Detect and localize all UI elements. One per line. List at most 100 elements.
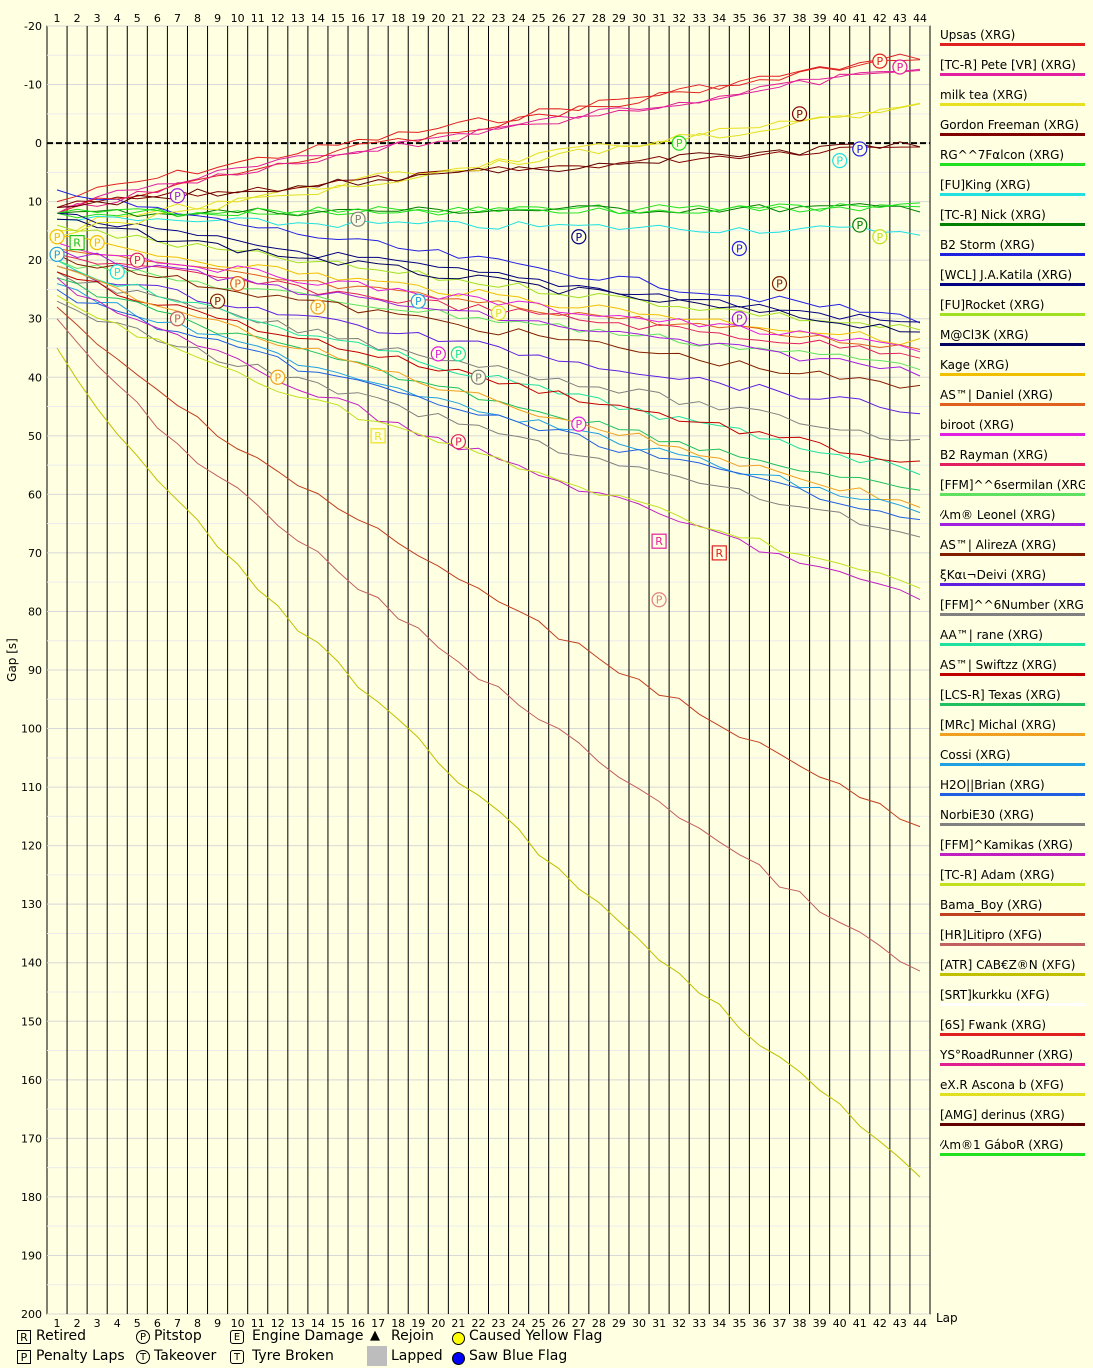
legend-label: AS™| Swiftzz (XRG)	[940, 658, 1057, 672]
series-line	[56, 102, 921, 232]
legend-item: Kage (XRG)	[940, 358, 1085, 388]
pitstop-marker: P	[470, 369, 487, 385]
pitstop-key-icon: P	[136, 1330, 150, 1344]
legend-swatch	[940, 493, 1085, 496]
lap-tick-top: 25	[532, 12, 546, 25]
series-line	[56, 248, 921, 377]
lap-tick-bottom: 2	[74, 1317, 81, 1330]
takeover-key-label: Takeover	[154, 1348, 217, 1364]
series-line	[56, 265, 921, 415]
lap-tick-bottom: 12	[271, 1317, 285, 1330]
marker-symbol: P	[575, 231, 582, 244]
pitstop-marker-circle	[791, 106, 808, 122]
y-tick-label: 60	[28, 488, 42, 501]
takeover-key-icon: T	[136, 1350, 150, 1364]
legend-label: eX.R Ascona b (XFG)	[940, 1078, 1064, 1092]
legend-item: [ATR] CAB€Z®N (XFG)	[940, 958, 1085, 988]
legend-swatch	[940, 763, 1085, 766]
legend-label: [SRT]kurkku (XFG)	[940, 988, 1050, 1002]
legend-label: milk tea (XRG)	[940, 88, 1028, 102]
lap-tick-bottom: 40	[833, 1317, 847, 1330]
lapped-key-label: Lapped	[391, 1348, 443, 1364]
pitstop-marker: P	[410, 293, 426, 309]
lap-tick-top: 14	[311, 12, 325, 25]
marker-symbol: P	[455, 436, 462, 449]
lap-tick-bottom: 23	[492, 1317, 506, 1330]
legend-label: M@Cl3K (XRG)	[940, 328, 1029, 342]
y-tick-label: 200	[21, 1308, 42, 1321]
legend-swatch	[940, 973, 1085, 976]
pitstop-marker: P	[852, 217, 868, 233]
lap-tick-top: 19	[411, 12, 425, 25]
legend-label: [6S] Fwank (XRG)	[940, 1018, 1047, 1032]
lap-tick-top: 4	[114, 12, 121, 25]
y-tick-label: 130	[21, 898, 42, 911]
series-line	[56, 141, 921, 208]
legend-swatch	[940, 163, 1085, 166]
lap-tick-bottom: 35	[732, 1317, 746, 1330]
series-line	[56, 253, 921, 359]
series-line	[56, 218, 921, 333]
series-line	[56, 283, 921, 514]
retired-marker-box	[651, 533, 667, 549]
legend-label: ξKαι¬Deivi (XRG)	[940, 568, 1047, 582]
marker-symbol: P	[736, 242, 743, 255]
pitstop-marker: P	[731, 311, 747, 327]
pitstop-marker: P	[651, 592, 667, 608]
engine-damage-key-label: Engine Damage	[252, 1328, 364, 1344]
legend-swatch	[940, 403, 1085, 406]
marker-symbol: P	[234, 278, 241, 291]
lap-tick-bottom: 38	[793, 1317, 807, 1330]
lap-tick-bottom: 30	[632, 1317, 646, 1330]
lap-tick-top: 3	[94, 12, 101, 25]
marker-symbol: P	[435, 348, 442, 361]
lap-tick-top: 5	[134, 12, 141, 25]
lap-tick-bottom: 11	[251, 1317, 265, 1330]
pitstop-marker-circle	[350, 211, 366, 227]
retired-marker: R	[370, 428, 386, 444]
pitstop-marker: P	[571, 416, 587, 432]
legend-label: [LCS-R] Texas (XRG)	[940, 688, 1061, 702]
blue-flag-key-label: Saw Blue Flag	[469, 1348, 568, 1364]
lap-tick-top: 43	[893, 12, 907, 25]
pitstop-marker-circle	[731, 311, 747, 327]
legend-swatch	[940, 853, 1085, 856]
legend-item: [TC-R] Adam (XRG)	[940, 868, 1085, 898]
rejoin-key-icon: ▲	[370, 1328, 380, 1343]
y-tick-label: 170	[21, 1132, 42, 1145]
marker-symbol: P	[54, 248, 61, 261]
marker-symbol: P	[134, 254, 141, 267]
series-line	[56, 306, 921, 828]
marker-symbol: P	[676, 137, 683, 150]
lap-tick-top: 17	[371, 12, 385, 25]
grid	[46, 25, 931, 1315]
lap-tick-bottom: 3	[94, 1317, 101, 1330]
legend-item: [FFM]^^6Number (XRG)	[940, 598, 1085, 628]
lap-tick-bottom: 16	[351, 1317, 365, 1330]
y-tick-label: 90	[28, 664, 42, 677]
x-axis-label: Lap	[936, 1311, 958, 1325]
pitstop-marker-circle	[671, 135, 687, 151]
series-line	[56, 265, 921, 508]
legend-item: [FFM]^^6sermilan (XRG)	[940, 478, 1085, 508]
legend-swatch	[940, 1123, 1085, 1126]
pitstop-marker: P	[350, 211, 366, 227]
y-tick-label: 30	[28, 313, 42, 326]
lap-tick-bottom: 20	[431, 1317, 445, 1330]
lap-tick-top: 40	[833, 12, 847, 25]
legend-item: ⁄⅄m®1 GáboR (XRG)	[940, 1138, 1085, 1168]
y-tick-label: 50	[28, 430, 42, 443]
legend-label: [HR]Litipro (XFG)	[940, 928, 1043, 942]
lapped-key-icon	[367, 1346, 387, 1366]
pitstop-marker-circle	[89, 235, 105, 251]
pitstop-marker: P	[450, 434, 466, 450]
retired-marker-box	[711, 545, 727, 561]
y-axis-label: Gap [s]	[5, 638, 19, 682]
lap-tick-top: 16	[351, 12, 365, 25]
lap-tick-bottom: 42	[873, 1317, 887, 1330]
pitstop-marker: P	[109, 264, 125, 280]
legend-label: Upsas (XRG)	[940, 28, 1016, 42]
lap-tick-bottom: 33	[692, 1317, 706, 1330]
legend-item: RG^^7Fαlcon (XRG)	[940, 148, 1085, 178]
series-lines	[56, 53, 921, 1178]
